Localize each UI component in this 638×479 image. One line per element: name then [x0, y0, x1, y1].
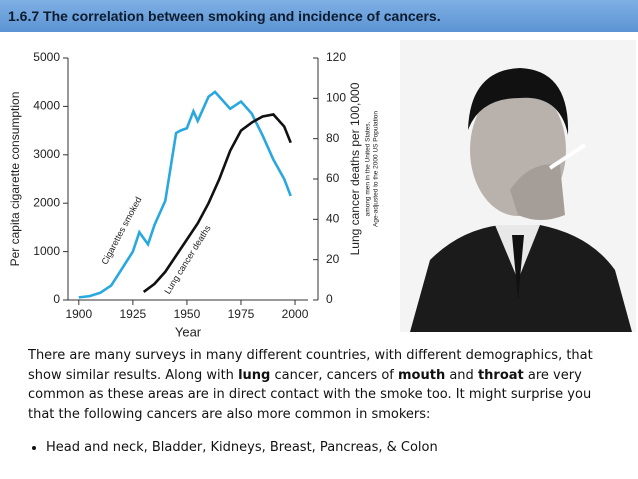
y-axis-label: Per capita cigarette consumption: [8, 92, 22, 267]
x-tick-label: 1950: [174, 307, 201, 321]
series-annotation: Cigarettes smoked: [99, 195, 143, 266]
body-text: There are many surveys in many different…: [28, 346, 618, 458]
text-run: and: [445, 367, 478, 383]
y-tick-label: 1000: [33, 244, 60, 258]
series-line: [142, 113, 292, 293]
y2-tick-label: 20: [326, 252, 340, 266]
series-line: [78, 90, 292, 299]
x-tick-label: 2000: [282, 307, 309, 321]
chart: 1900 1925 1950 1975 200001000200030004000500…: [8, 50, 380, 339]
y2-tick-label: 80: [326, 131, 340, 145]
x-tick-label: 1925: [120, 307, 147, 321]
text-run: throat: [477, 367, 524, 383]
text-run: cancer, cancers of: [270, 367, 398, 383]
text-run: mouth: [398, 367, 446, 383]
y2-axis-sublabel: Age-adjusted to the 2000 US Population: [373, 111, 380, 227]
y2-axis-sublabel: among men in the United States,: [365, 121, 372, 216]
y2-tick-label: 60: [326, 171, 340, 185]
x-tick-label: 1975: [228, 307, 255, 321]
y-tick-label: 2000: [33, 195, 60, 209]
text-run: are very common as these areas are in di…: [28, 367, 592, 422]
suit: [410, 225, 632, 332]
y2-tick-label: 0: [326, 292, 333, 306]
text-run: lung: [238, 367, 271, 383]
cigarette: [548, 143, 587, 170]
text-run: There are many surveys in many different…: [28, 348, 593, 383]
y2-tick-label: 40: [326, 212, 340, 226]
tie: [512, 235, 524, 300]
x-axis-label: Year: [175, 324, 202, 339]
photo: [400, 40, 636, 332]
y-tick-label: 4000: [33, 99, 60, 113]
header-bar: 1.6.7 The correlation between smoking an…: [0, 0, 638, 32]
hand: [510, 164, 565, 220]
bullet-list: Head and neck, Bladder, Kidneys, Breast,…: [28, 438, 618, 458]
y2-tick-label: 120: [326, 50, 346, 64]
y-tick-label: 3000: [33, 147, 60, 161]
y2-tick-label: 100: [326, 91, 346, 105]
slide-title: 1.6.7 The correlation between smoking an…: [8, 8, 441, 24]
y-tick-label: 5000: [33, 50, 60, 64]
paragraph: There are many surveys in many different…: [28, 346, 618, 424]
x-tick-label: 1900: [65, 307, 92, 321]
y2-axis-label: Lung cancer deaths per 100,000: [348, 82, 362, 255]
hair: [468, 68, 569, 135]
y-tick-label: 0: [53, 292, 60, 306]
series-annotation: Lung cancer deaths: [162, 223, 213, 296]
bullet: Head and neck, Bladder, Kidneys, Breast,…: [46, 438, 618, 458]
